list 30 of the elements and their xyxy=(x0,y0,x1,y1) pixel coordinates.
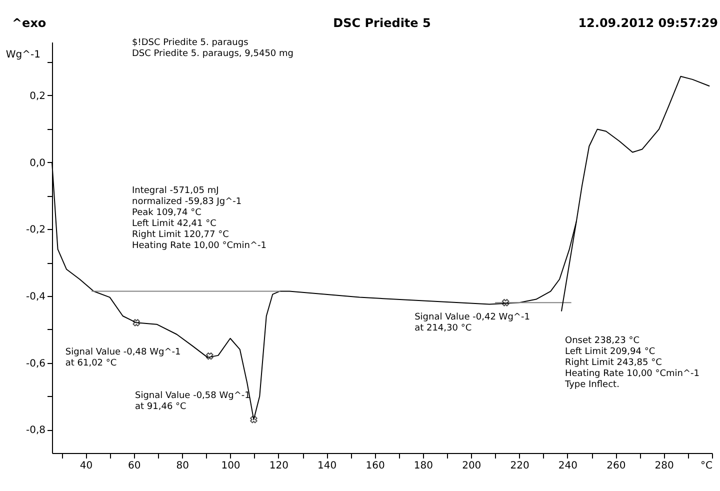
annotation: Signal Value -0,58 Wg^-1 at 91,46 °C xyxy=(135,391,250,412)
x-tick-label: 60 xyxy=(128,460,141,472)
y-tick-label: -0,4 xyxy=(26,291,46,302)
y-tick-label: 0,2 xyxy=(30,90,46,102)
y-tick-label: -0,6 xyxy=(26,358,46,370)
y-tick-label: 0,0 xyxy=(30,158,46,169)
x-tick-label: °C xyxy=(700,460,713,472)
annotation: Integral -571,05 mJ normalized -59,83 Jg^-1 Peak 109,74 °C Left Limit 42,41 °C Right Limit 120,77 °C Heating Rate 10,00 °Cmin^-1 xyxy=(132,186,267,251)
annotation: Signal Value -0,42 Wg^-1 at 214,30 °C xyxy=(414,312,530,334)
x-tick-label: 240 xyxy=(558,460,578,472)
x-tick-label: 40 xyxy=(80,460,93,472)
x-tick-label: 200 xyxy=(462,460,482,472)
x-tick-label: 80 xyxy=(176,460,189,472)
x-tick-label: 280 xyxy=(654,460,674,472)
text: ^exo xyxy=(12,16,46,30)
annotation: Onset 238,23 °C Left Limit 209,94 °C Right Limit 243,85 °C Heating Rate 10,00 °Cmin^-1 Type Inflect. xyxy=(564,336,700,390)
x-tick-label: 140 xyxy=(318,460,337,472)
x-tick-label: 260 xyxy=(606,460,626,472)
y-axis-title: Wg^-1 xyxy=(6,50,40,60)
annotation: $!DSC Priedite 5. paraugs DSC Priedite 5. paraugs, 9,5450 mg xyxy=(132,38,294,59)
annotation: Signal Value -0,48 Wg^-1 at 61,02 °C xyxy=(65,348,181,369)
chart-title: DSC Priedite 5 xyxy=(333,16,431,30)
x-tick-label: 220 xyxy=(510,460,530,472)
x-tick-label: 120 xyxy=(269,460,288,472)
x-tick-label: 160 xyxy=(366,460,385,472)
y-tick-label: -0,8 xyxy=(26,425,46,436)
y-tick-label: -0,2 xyxy=(26,224,46,236)
text: 12.09.2012 09:57:29 xyxy=(578,16,718,30)
x-tick-label: 180 xyxy=(414,460,433,472)
x-tick-label: 100 xyxy=(221,460,240,472)
